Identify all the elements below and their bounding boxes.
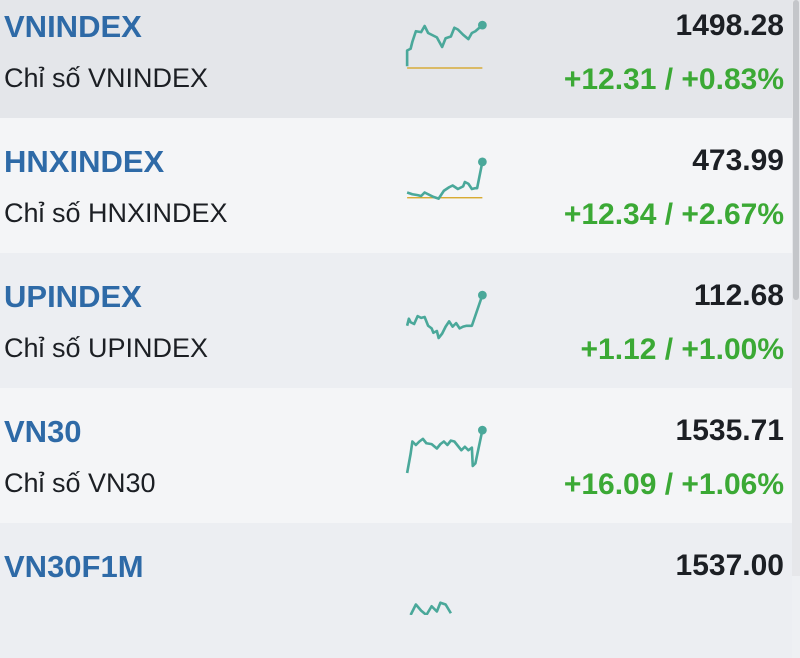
sparkline-last-point (478, 157, 487, 167)
index-name: Chỉ số VNINDEX (4, 63, 209, 93)
index-price: 1498.28 (675, 9, 784, 42)
sparkline-path (409, 601, 453, 615)
index-change: +12.34 / +2.67% (563, 198, 784, 231)
sparkline-path (406, 161, 484, 200)
index-price: 1537.00 (675, 549, 784, 582)
sparkline-last-point (478, 20, 487, 30)
scrollbar-thumb[interactable] (793, 0, 799, 300)
scrollbar[interactable] (792, 0, 800, 576)
index-price: 473.99 (692, 144, 784, 177)
index-row-upindex[interactable]: UPINDEX Chỉ số UPINDEX 112.68 +1.12 / +1… (0, 253, 792, 388)
index-name: Chỉ số HNXINDEX (4, 198, 228, 228)
index-symbol: VN30 (4, 414, 82, 449)
index-symbol: UPINDEX (4, 279, 142, 314)
index-name: Chỉ số UPINDEX (4, 333, 209, 363)
sparkline-chart (405, 290, 487, 340)
sparkline-last-point (478, 290, 487, 300)
index-change: +12.31 / +0.83% (563, 63, 784, 96)
index-name: Chỉ số VN30 (4, 468, 156, 498)
sparkline-path (405, 294, 484, 340)
index-row-vnindex[interactable]: VNINDEX Chỉ số VNINDEX 1498.28 +12.31 / … (0, 0, 792, 118)
sparkline-path (405, 24, 484, 67)
index-price: 1535.71 (675, 414, 784, 447)
index-symbol: VNINDEX (4, 9, 142, 44)
sparkline-chart (405, 20, 487, 69)
sparkline-path (405, 429, 484, 474)
sparkline-last-point (478, 425, 487, 435)
index-change: +1.12 / +1.00% (580, 333, 785, 366)
sparkline-chart (406, 157, 487, 200)
index-row-hnxindex[interactable]: HNXINDEX Chỉ số HNXINDEX 473.99 +12.34 /… (0, 118, 792, 253)
index-row-vn30f1m[interactable]: VN30F1M 1537.00 (0, 523, 792, 658)
index-change: +16.09 / +1.06% (563, 468, 784, 501)
index-symbol: VN30F1M (4, 549, 144, 584)
index-symbol: HNXINDEX (4, 144, 165, 179)
index-price: 112.68 (693, 279, 784, 312)
index-row-vn30[interactable]: VN30 Chỉ số VN30 1535.71 +16.09 / +1.06% (0, 388, 792, 523)
sparkline-chart (405, 425, 487, 474)
sparkline-chart (409, 601, 453, 615)
